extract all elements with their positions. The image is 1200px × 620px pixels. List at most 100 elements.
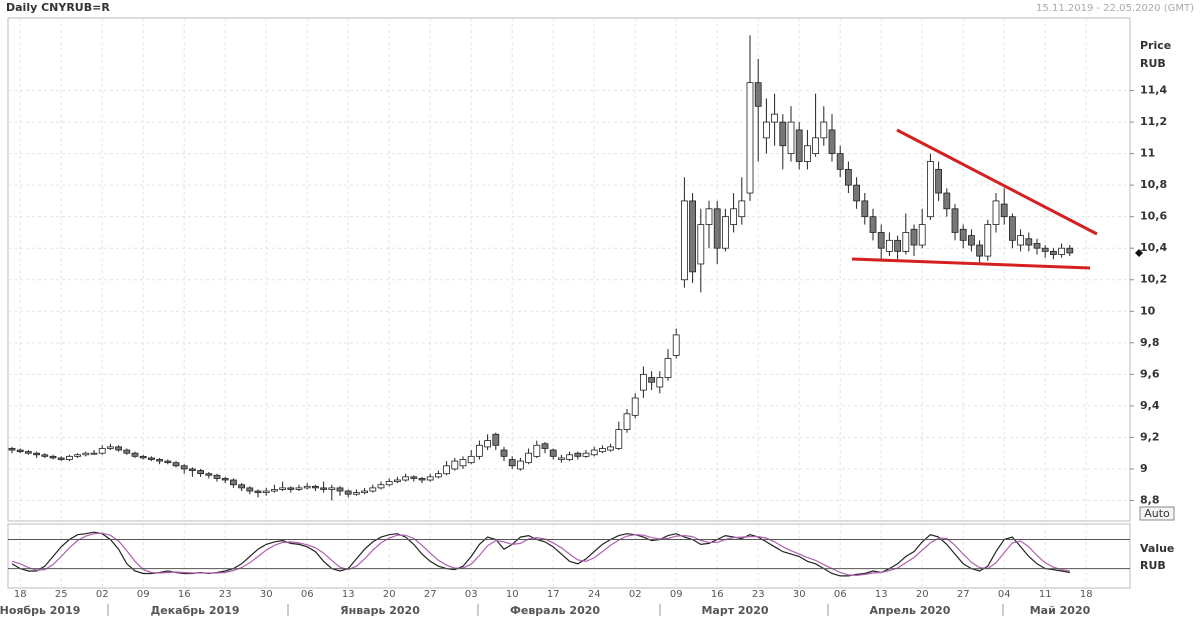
candle-body — [123, 449, 131, 454]
candle-body — [615, 429, 623, 449]
x-tick-label: 16 — [178, 589, 191, 600]
month-label: Февраль 2020 — [510, 604, 600, 617]
x-tick-label: 27 — [424, 589, 437, 600]
candle-body — [820, 121, 828, 139]
candle-body — [943, 192, 951, 210]
candle-body — [66, 455, 73, 460]
candle-body — [467, 455, 475, 464]
candle-body — [836, 153, 844, 170]
candle-body — [804, 145, 811, 162]
x-tick-label: 24 — [588, 589, 601, 600]
x-tick-label: 23 — [219, 589, 232, 600]
candle-body — [385, 481, 393, 486]
candle-body — [377, 484, 385, 489]
oscillator-label: Value — [1140, 542, 1174, 555]
candle-body — [1009, 216, 1016, 241]
candle-body — [623, 413, 631, 430]
candle-body — [303, 485, 311, 489]
candle-body — [49, 455, 57, 459]
month-label: Декабрь 2019 — [150, 604, 239, 617]
x-tick-label: 06 — [834, 589, 847, 600]
candle-body — [500, 449, 508, 457]
candle-body — [640, 373, 647, 391]
candle-body — [959, 228, 967, 241]
candle-body — [1025, 238, 1033, 246]
candle-body — [886, 239, 893, 252]
month-label: Январь 2020 — [340, 604, 420, 617]
candle-body — [763, 121, 770, 139]
candle-body — [131, 452, 139, 457]
candle-body — [434, 473, 442, 478]
candle-body — [229, 479, 237, 486]
candle-body — [205, 473, 213, 476]
candle-body — [459, 459, 467, 467]
candle-body — [1050, 250, 1057, 255]
x-tick-label: 30 — [260, 589, 273, 600]
candle-body — [16, 449, 24, 453]
y-tick-label: 8,8 — [1140, 494, 1160, 507]
candle-body — [541, 443, 549, 449]
oscillator-line — [11, 531, 1070, 577]
candle-body — [927, 161, 934, 218]
candle-body — [951, 208, 959, 233]
candle-body — [976, 244, 983, 257]
last-price-marker — [1135, 248, 1143, 257]
candle-body — [984, 224, 992, 257]
candle-body — [90, 452, 98, 455]
x-tick-label: 11 — [1039, 589, 1052, 600]
oscillator-line — [11, 532, 1070, 577]
y-tick-label: 11 — [1140, 147, 1155, 160]
candle-body — [549, 449, 557, 457]
x-tick-label: 27 — [957, 589, 970, 600]
candle-body — [861, 200, 869, 218]
candle-body — [599, 448, 606, 453]
candle-body — [164, 460, 172, 464]
candle-body — [238, 484, 246, 489]
candle-body — [41, 454, 49, 457]
candle-body — [533, 444, 541, 457]
candle-body — [582, 452, 590, 457]
auto-button[interactable] — [1139, 506, 1175, 521]
candle-body — [213, 474, 221, 479]
candle-body — [795, 129, 803, 162]
candle-body — [566, 454, 573, 460]
candle-body — [344, 490, 352, 495]
candle-body — [402, 476, 410, 481]
x-tick-label: 25 — [55, 589, 68, 600]
y-tick-label: 11,2 — [1140, 115, 1167, 128]
x-tick-label: 02 — [96, 589, 109, 600]
candle-body — [426, 476, 434, 481]
candle-body — [180, 465, 188, 470]
x-tick-label: 17 — [547, 589, 560, 600]
candle-body — [270, 489, 278, 492]
candle-body — [754, 82, 762, 107]
candle-body — [935, 168, 942, 194]
candle-body — [1033, 243, 1041, 249]
candle-body — [287, 487, 295, 490]
candle-body — [681, 200, 688, 281]
auto-button-label[interactable]: Auto — [1144, 507, 1170, 520]
candle-body — [771, 113, 778, 123]
candle-body — [877, 232, 885, 249]
x-tick-label: 10 — [506, 589, 519, 600]
candle-body — [484, 440, 492, 448]
candle-body — [361, 490, 369, 494]
candle-body — [746, 82, 754, 194]
x-tick-label: 04 — [998, 589, 1011, 600]
candle-body — [968, 235, 975, 246]
x-tick-label: 16 — [711, 589, 724, 600]
month-label: Апрель 2020 — [870, 604, 951, 617]
candle-body — [279, 487, 287, 490]
candle-body — [656, 377, 664, 388]
x-tick-label: 20 — [916, 589, 929, 600]
oscillator-unit: RUB — [1140, 559, 1166, 572]
trend-line-lower — [851, 257, 1091, 270]
candle-body — [336, 487, 344, 492]
candle-body — [869, 216, 877, 233]
candle-body — [188, 468, 196, 471]
candle-body — [525, 452, 532, 464]
month-label: Ноябрь 2019 — [0, 604, 80, 617]
candle-body — [1058, 247, 1065, 255]
y-tick-label: 10,4 — [1140, 241, 1167, 254]
